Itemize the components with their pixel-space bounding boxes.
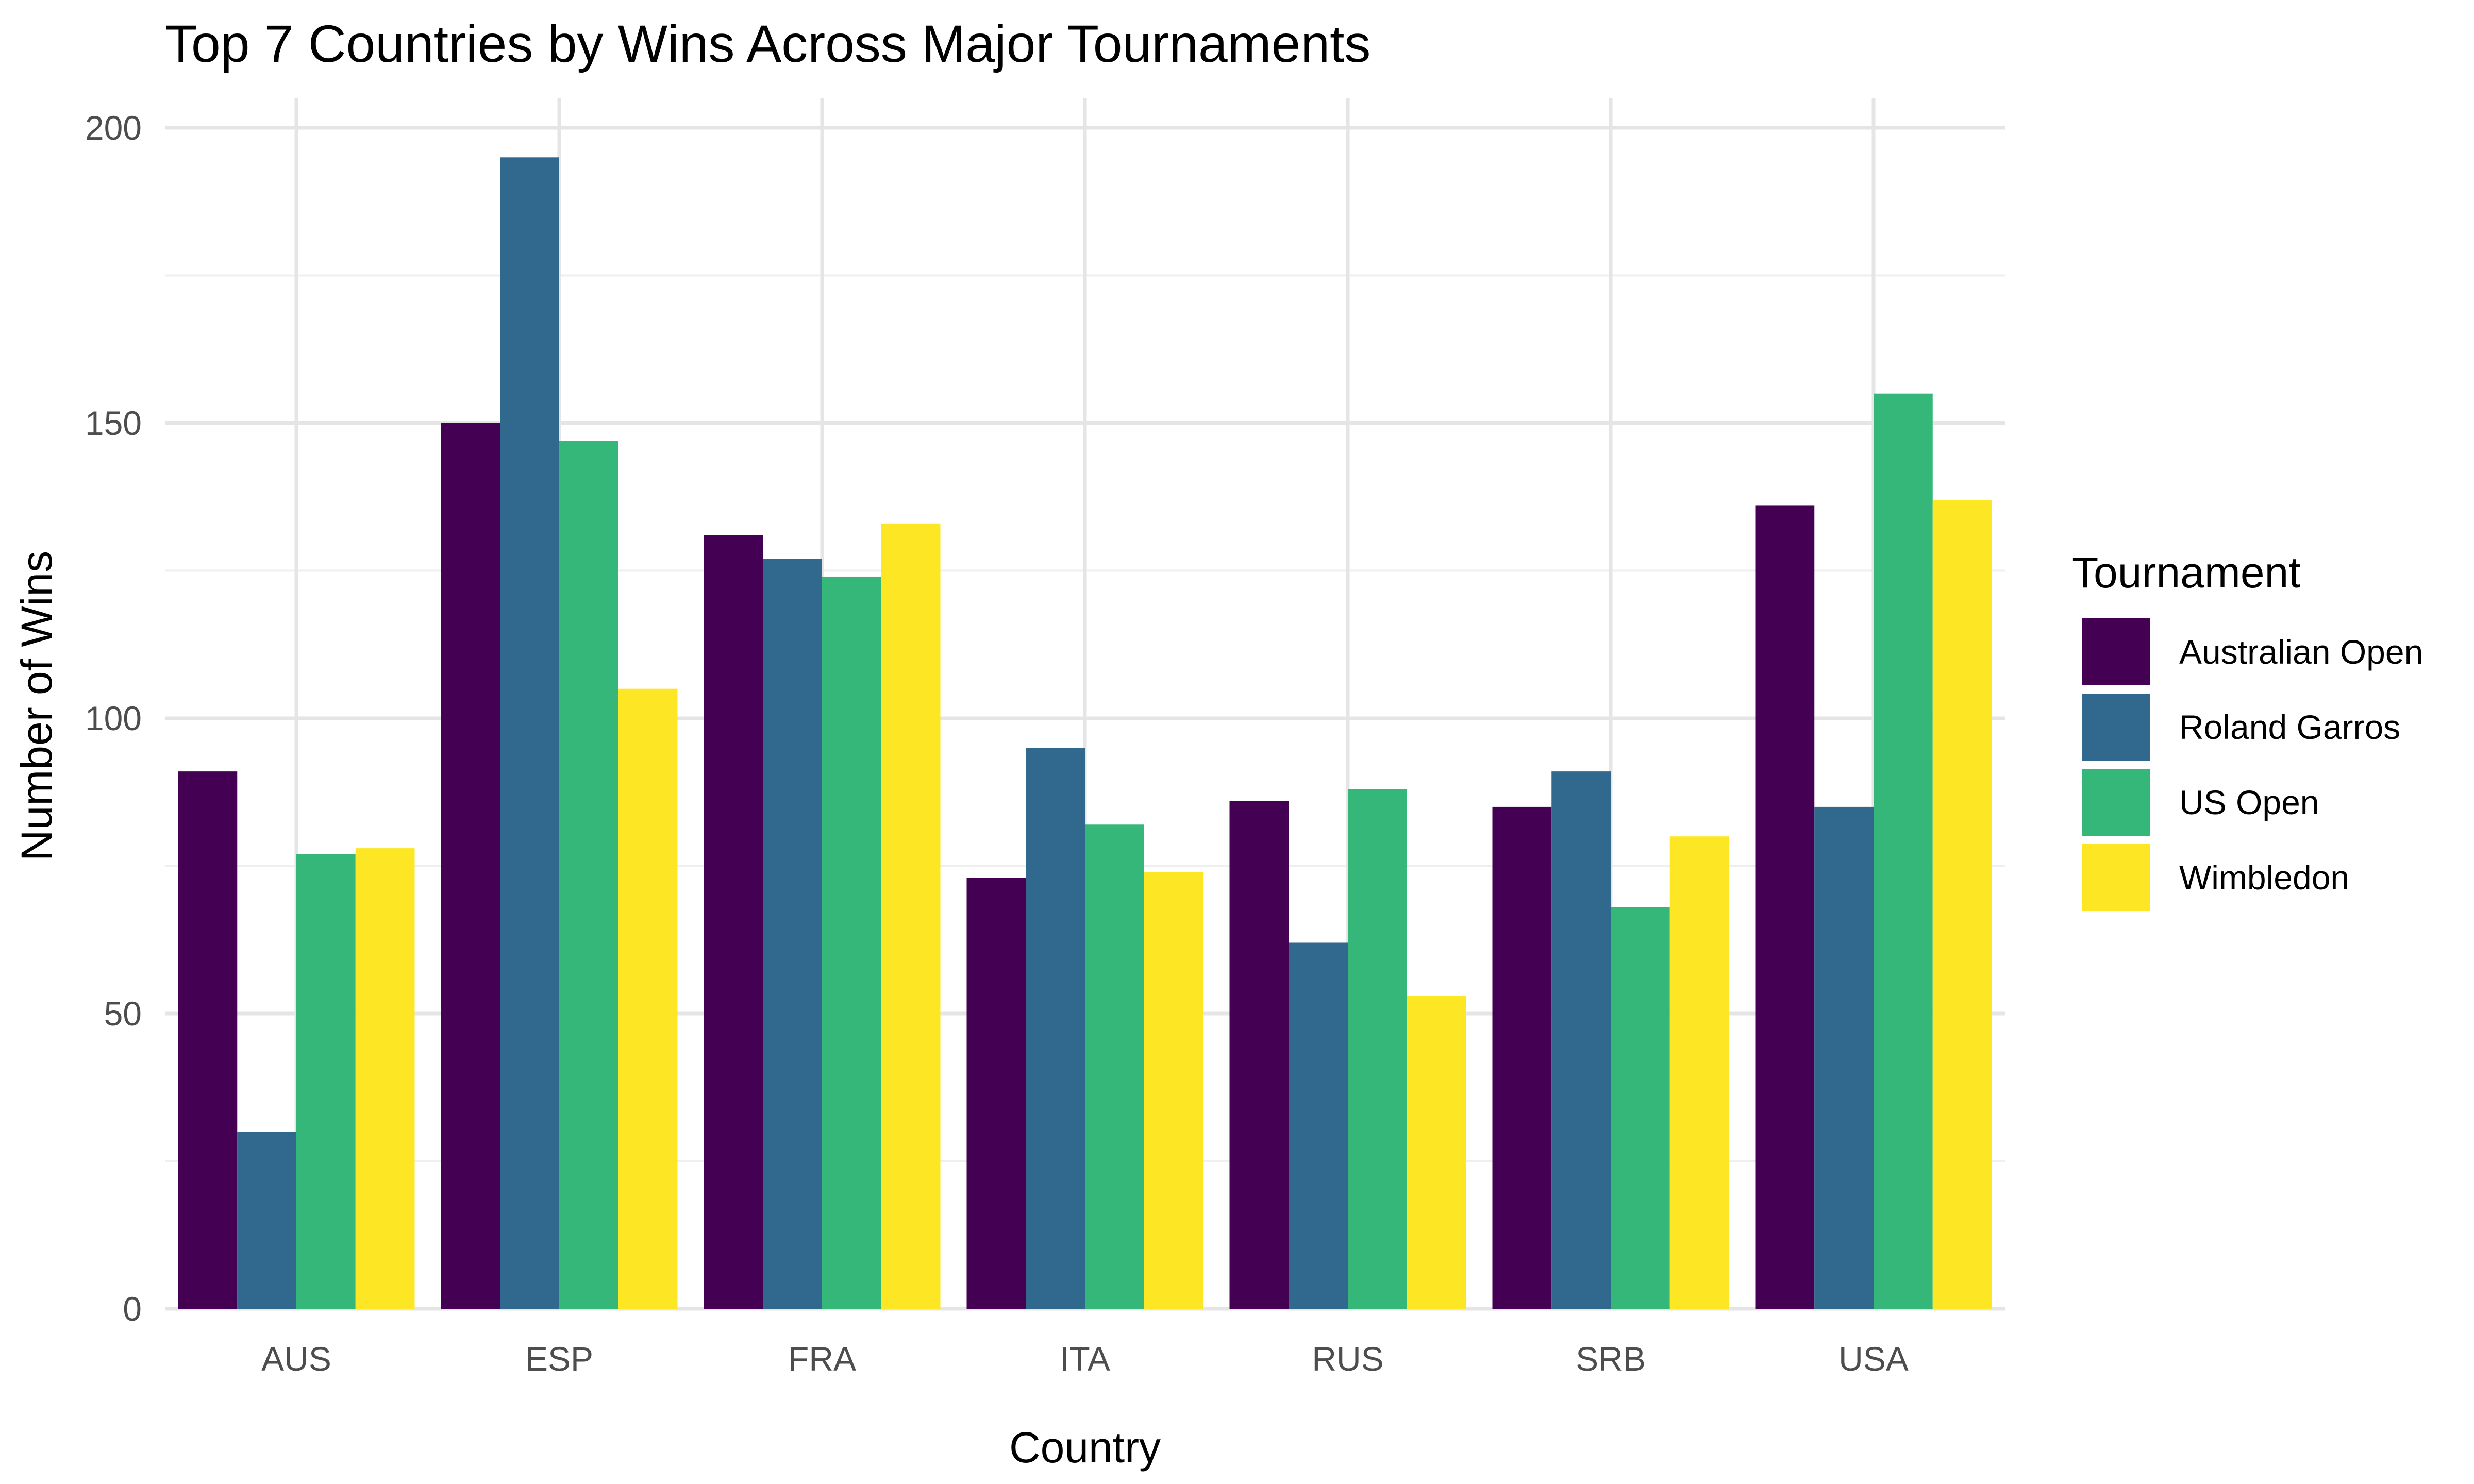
y-tick-label: 0 bbox=[123, 1290, 142, 1328]
bar-fra-roland-garros bbox=[763, 559, 822, 1309]
bar-ita-wimbledon bbox=[1144, 871, 1203, 1309]
bar-srb-us-open bbox=[1611, 907, 1670, 1309]
bar-aus-australian-open bbox=[178, 771, 238, 1309]
bar-rus-us-open bbox=[1348, 789, 1407, 1309]
bar-esp-australian-open bbox=[441, 423, 500, 1309]
x-tick-label: FRA bbox=[788, 1340, 856, 1378]
bar-aus-wimbledon bbox=[355, 848, 415, 1309]
x-tick-label: RUS bbox=[1312, 1340, 1383, 1378]
bar-srb-roland-garros bbox=[1551, 771, 1611, 1309]
x-axis-title: Country bbox=[1009, 1423, 1161, 1472]
y-tick-label: 100 bbox=[85, 699, 142, 737]
x-tick-label: USA bbox=[1838, 1340, 1909, 1378]
x-tick-label: AUS bbox=[261, 1340, 331, 1378]
legend-key bbox=[2082, 694, 2150, 761]
bar-usa-australian-open bbox=[1755, 505, 1815, 1309]
bar-rus-australian-open bbox=[1229, 801, 1289, 1309]
chart-title: Top 7 Countries by Wins Across Major Tou… bbox=[165, 14, 1370, 73]
bar-fra-australian-open bbox=[704, 535, 763, 1309]
legend-key bbox=[2082, 844, 2150, 911]
legend-label: Roland Garros bbox=[2179, 708, 2400, 746]
legend-label: Wimbledon bbox=[2179, 858, 2349, 897]
bar-usa-wimbledon bbox=[1932, 499, 1992, 1309]
bar-srb-australian-open bbox=[1492, 806, 1552, 1309]
bar-usa-us-open bbox=[1874, 393, 1933, 1309]
y-axis-title: Number of Wins bbox=[12, 551, 61, 861]
legend: Tournament Australian Open Roland Garros U… bbox=[2072, 548, 2423, 911]
x-axis-ticks: AUS ESP FRA ITA RUS SRB USA bbox=[261, 1340, 1909, 1378]
bar-srb-wimbledon bbox=[1669, 836, 1729, 1309]
bar-usa-roland-garros bbox=[1814, 806, 1874, 1309]
legend-label: US Open bbox=[2179, 783, 2319, 821]
bar-fra-us-open bbox=[822, 576, 881, 1309]
legend-key bbox=[2082, 769, 2150, 836]
bar-esp-roland-garros bbox=[500, 157, 559, 1309]
y-tick-label: 200 bbox=[85, 109, 142, 147]
legend-label: Australian Open bbox=[2179, 633, 2423, 671]
legend-title: Tournament bbox=[2072, 548, 2301, 597]
bar-esp-us-open bbox=[559, 441, 618, 1309]
bar-ita-australian-open bbox=[966, 878, 1026, 1309]
x-tick-label: SRB bbox=[1576, 1340, 1646, 1378]
legend-key bbox=[2082, 618, 2150, 685]
bar-fra-wimbledon bbox=[881, 523, 941, 1309]
bars bbox=[178, 157, 1992, 1309]
x-tick-label: ITA bbox=[1060, 1340, 1110, 1378]
y-axis-ticks: 0 50 100 150 200 bbox=[85, 109, 142, 1328]
bar-ita-roland-garros bbox=[1026, 748, 1085, 1309]
x-tick-label: ESP bbox=[525, 1340, 593, 1378]
bar-rus-roland-garros bbox=[1289, 942, 1348, 1309]
bar-aus-roland-garros bbox=[237, 1132, 296, 1309]
bar-aus-us-open bbox=[296, 854, 356, 1309]
y-tick-label: 150 bbox=[85, 404, 142, 442]
bar-ita-us-open bbox=[1085, 824, 1144, 1309]
bar-rus-wimbledon bbox=[1407, 996, 1466, 1309]
bar-esp-wimbledon bbox=[618, 688, 678, 1309]
y-tick-label: 50 bbox=[104, 994, 142, 1033]
